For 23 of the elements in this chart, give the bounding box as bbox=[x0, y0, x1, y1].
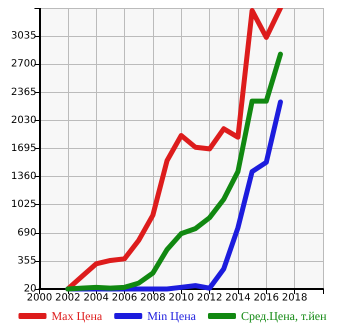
x-tick-label: 2000 bbox=[26, 292, 52, 304]
x-tick-label: 2012 bbox=[196, 292, 222, 304]
y-tick-label: 1025 bbox=[10, 199, 36, 210]
x-tick-label: 2010 bbox=[168, 292, 194, 304]
y-tick-label: 1360 bbox=[10, 171, 36, 182]
y-tick-label: 3035 bbox=[10, 30, 36, 42]
x-tick-label: 2018 bbox=[282, 292, 308, 304]
x-tick-label: 2004 bbox=[83, 292, 109, 304]
y-tick-label: 355 bbox=[17, 255, 36, 266]
x-tick-label: 2008 bbox=[140, 292, 166, 304]
y-tick-label: 2365 bbox=[10, 86, 36, 98]
x-tick-label: 2002 bbox=[55, 292, 81, 304]
x-tick-label: 2006 bbox=[112, 292, 138, 304]
y-tick-label: 20 bbox=[24, 284, 36, 294]
y-tick-label: 1695 bbox=[10, 143, 36, 154]
legend-label: Max Цена bbox=[51, 309, 103, 323]
x-tick-label: 2014 bbox=[225, 292, 251, 304]
y-tick-label: 2700 bbox=[10, 58, 36, 70]
y-tick-label: 690 bbox=[17, 227, 36, 238]
legend-label: Сред.Цена, т.йен bbox=[240, 309, 328, 323]
legend-label: Min Цена bbox=[147, 309, 197, 323]
y-tick-label: 2030 bbox=[10, 114, 36, 126]
x-tick-label: 2016 bbox=[254, 292, 280, 304]
